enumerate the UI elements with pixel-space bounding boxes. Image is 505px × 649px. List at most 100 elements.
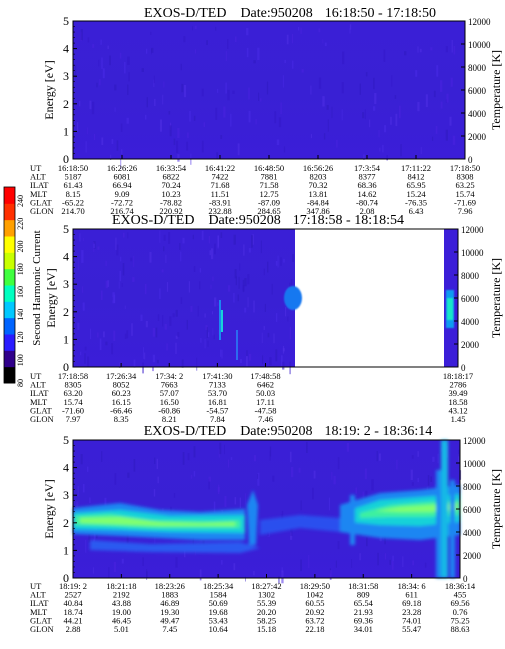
texture-speck	[298, 467, 301, 473]
panel-1-eph-alt-3: 7422	[212, 172, 229, 182]
texture-speck	[396, 459, 398, 470]
panel-2-ytick-right-label-2: 4000	[461, 317, 480, 327]
texture-speck	[255, 119, 257, 125]
texture-speck	[166, 343, 168, 351]
texture-speck	[349, 24, 352, 30]
texture-speck	[144, 352, 146, 360]
panel-2-streak-2	[236, 330, 238, 360]
colorbar-ticks: 240 220 200 180 160 140 120 100 80	[16, 195, 25, 387]
panel-3-eph-glat-5: 63.72	[305, 615, 324, 625]
texture-speck	[366, 537, 368, 547]
texture-speck	[208, 478, 210, 490]
panel-2-eph-glon-4: 7.46	[258, 414, 273, 424]
panel-1-eph-glat-0: -65.22	[62, 197, 84, 207]
texture-speck	[257, 473, 259, 479]
texture-speck	[153, 489, 156, 497]
texture-speck	[359, 553, 361, 561]
texture-speck	[156, 458, 158, 470]
colorbar-tick-7: 100	[16, 354, 25, 366]
texture-speck	[430, 476, 433, 482]
texture-speck	[297, 26, 300, 31]
texture-speck	[133, 256, 135, 268]
texture-speck	[190, 474, 193, 479]
panel-1-eph-glon-7: 6.43	[409, 206, 424, 216]
panel-1-eph-glon-8: 7.96	[458, 206, 473, 216]
texture-speck	[120, 156, 122, 169]
texture-speck	[276, 139, 280, 146]
texture-speck	[244, 307, 247, 313]
panel-1-eph-glat-4: -87.09	[258, 197, 280, 207]
panel-2-eph-ilat-2: 57.07	[160, 388, 179, 398]
texture-speck	[392, 555, 394, 562]
texture-speck	[440, 101, 443, 109]
texture-speck	[193, 446, 196, 458]
texture-speck	[336, 139, 338, 148]
panel-2-eph-ut-1: 17:26:34	[106, 371, 137, 381]
panel-2-eph-ilat-8: 39.49	[448, 388, 467, 398]
texture-speck	[290, 279, 293, 291]
texture-speck	[275, 313, 278, 322]
texture-speck	[124, 62, 126, 74]
texture-speck	[120, 256, 122, 262]
texture-speck	[100, 39, 102, 45]
texture-speck	[204, 338, 206, 349]
panel-3-eph-glon-6: 34.01	[354, 624, 373, 634]
texture-speck	[395, 113, 398, 127]
texture-speck	[248, 87, 250, 100]
panel-1-eph-glon-2: 220.92	[159, 206, 182, 216]
texture-speck	[133, 359, 136, 368]
texture-speck	[267, 261, 269, 273]
texture-speck	[412, 560, 414, 566]
texture-speck	[287, 316, 289, 322]
texture-speck	[82, 484, 85, 493]
panel-2-eph-mlt-3: 16.81	[208, 397, 227, 407]
texture-speck	[260, 98, 262, 102]
texture-speck	[351, 559, 353, 568]
texture-speck	[346, 443, 349, 452]
panel-2-ytick-label-0: 0	[63, 360, 69, 374]
texture-speck	[216, 302, 219, 306]
panel-2-eph-glat-8: 43.12	[448, 405, 467, 415]
texture-speck	[430, 47, 433, 51]
texture-speck	[253, 571, 255, 576]
panel-2-eph-glon-0: 7.97	[66, 414, 81, 424]
texture-speck	[239, 263, 241, 271]
texture-speck	[116, 244, 119, 256]
texture-speck	[89, 497, 91, 504]
texture-speck	[152, 328, 155, 337]
panel-3-eph-label-mlt: MLT	[30, 607, 48, 617]
panel-3-eph-glat-2: 49.47	[160, 615, 179, 625]
texture-speck	[146, 97, 148, 108]
texture-speck	[111, 343, 114, 355]
panel-3-eph-glat-1: 46.45	[112, 615, 131, 625]
panel-3-ytick-right-label-3: 6000	[463, 505, 482, 515]
texture-speck	[177, 332, 180, 337]
texture-speck	[253, 60, 256, 64]
texture-speck	[322, 96, 325, 107]
texture-speck	[355, 487, 358, 494]
colorbar-tick-1: 220	[16, 218, 25, 230]
panel-2-eph-glon-1: 8.35	[114, 414, 129, 424]
panel-1-eph-ut-1: 16:26:26	[107, 163, 137, 173]
texture-speck	[168, 111, 171, 115]
panel-1-title: EXOS-D/TED Date:950208 16:18:50 - 17:18:50	[144, 6, 436, 21]
panel-2-eph-alt-2: 7663	[161, 380, 178, 390]
panel-1-eph-alt-5: 8203	[310, 172, 327, 182]
panel-1-ylabel: Energy [eV]	[42, 60, 56, 119]
panel-3-eph-alt-7: 611	[405, 590, 417, 600]
panel-2-eph-alt-1: 8052	[113, 380, 130, 390]
texture-speck	[312, 487, 314, 500]
texture-speck	[154, 98, 156, 106]
texture-speck	[446, 93, 449, 103]
texture-speck	[212, 328, 214, 336]
texture-speck	[282, 75, 284, 88]
colorbar-segment-1	[4, 350, 15, 368]
texture-speck	[420, 147, 422, 154]
panel-1-eph-label-glon: GLON	[30, 206, 54, 216]
panel-3-eph-ut-5: 18:29:50	[300, 581, 330, 591]
texture-speck	[246, 350, 248, 357]
texture-speck	[146, 569, 148, 580]
panel-2-eph-alt-0: 8305	[65, 380, 82, 390]
texture-speck	[383, 49, 386, 62]
texture-speck	[247, 274, 250, 285]
